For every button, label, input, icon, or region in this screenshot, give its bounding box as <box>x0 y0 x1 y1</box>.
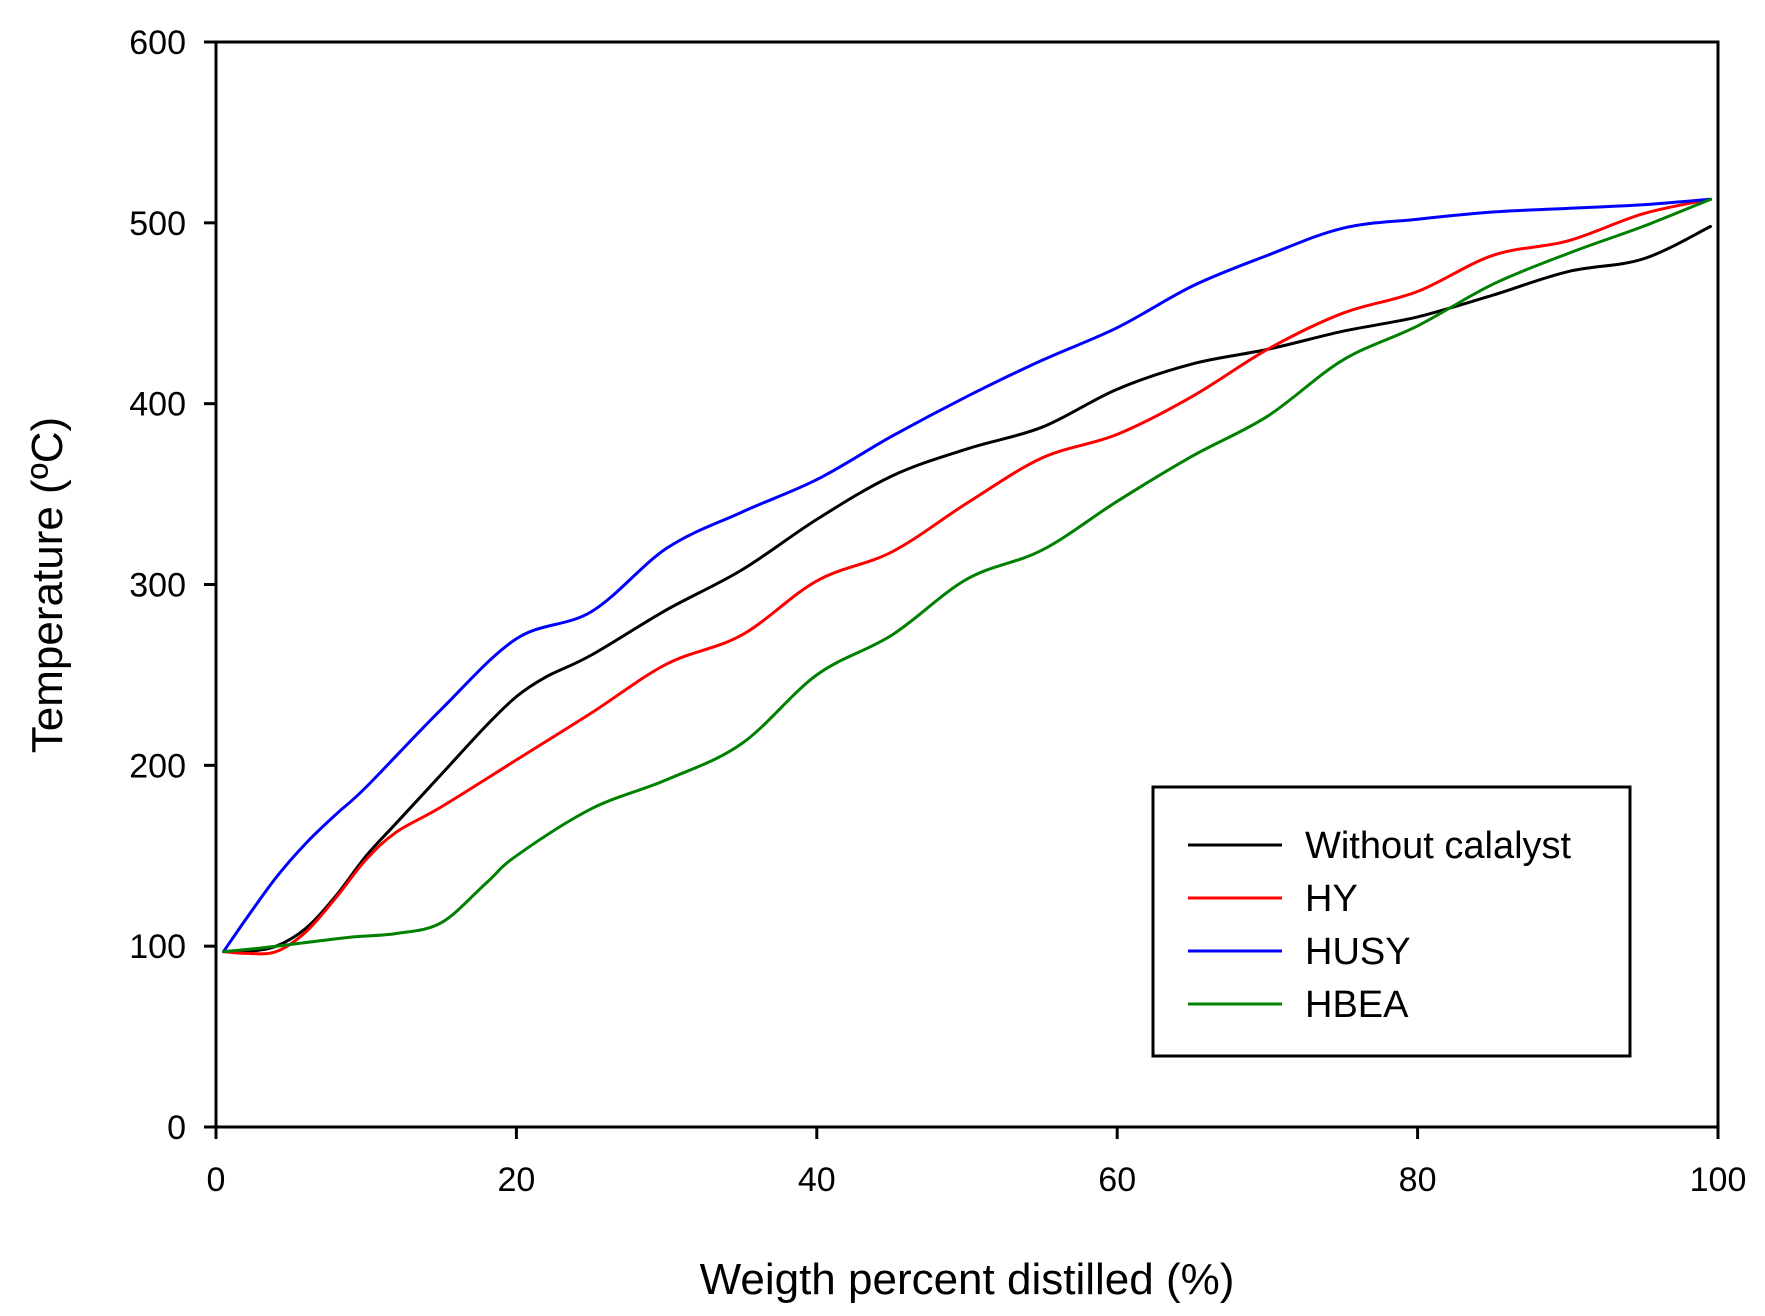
y-tick-label: 200 <box>129 747 186 785</box>
series-line-3 <box>222 197 1712 954</box>
x-tick-label: 60 <box>1098 1161 1136 1199</box>
y-tick-label: 0 <box>167 1109 186 1147</box>
legend-label-2: HUSY <box>1305 931 1411 973</box>
x-tick-label: 40 <box>798 1161 836 1199</box>
y-axis-ticks: 0 100 200 300 400 500 600 <box>129 24 216 1147</box>
legend-label-3: HBEA <box>1305 984 1409 1026</box>
y-tick-label: 100 <box>129 928 186 966</box>
y-tick-label: 600 <box>129 24 186 62</box>
x-tick-label: 100 <box>1690 1161 1747 1199</box>
y-tick-label: 500 <box>129 205 186 243</box>
legend-box <box>1151 785 1632 1058</box>
series-layer <box>222 197 1712 956</box>
series-line-1 <box>222 197 1712 956</box>
x-axis-ticks: 0 20 40 60 80 100 <box>207 1127 1747 1199</box>
legend: Without calalyst HY HUSY HBEA <box>1151 785 1632 1058</box>
x-tick-label: 80 <box>1399 1161 1437 1199</box>
legend-label-0: Without calalyst <box>1305 825 1572 867</box>
series-line-2 <box>222 197 1712 954</box>
series-line-0 <box>222 225 1712 954</box>
y-tick-label: 300 <box>129 567 186 605</box>
y-tick-label: 400 <box>129 386 186 424</box>
legend-label-1: HY <box>1305 878 1358 920</box>
x-tick-label: 20 <box>497 1161 535 1199</box>
x-axis-title: Weigth percent distilled (%) <box>700 1255 1235 1304</box>
x-tick-label: 0 <box>207 1161 226 1199</box>
y-axis-title: Temperature (ºC) <box>23 417 72 753</box>
